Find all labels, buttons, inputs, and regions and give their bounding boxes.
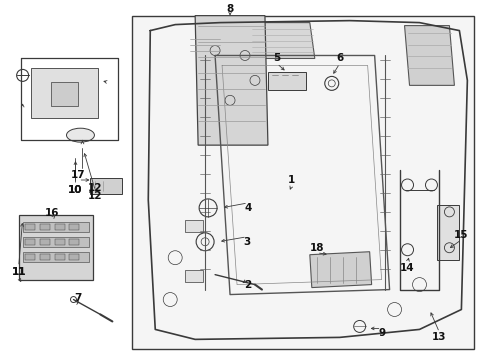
- Text: 14: 14: [400, 263, 415, 273]
- Bar: [23, 252, 90, 262]
- Text: 10: 10: [68, 185, 83, 195]
- Bar: [70, 224, 79, 230]
- Text: 18: 18: [310, 243, 324, 253]
- Ellipse shape: [67, 128, 95, 142]
- Text: 4: 4: [245, 203, 252, 213]
- Text: 9: 9: [378, 328, 385, 338]
- Text: 2: 2: [245, 280, 252, 289]
- Text: 15: 15: [454, 230, 468, 240]
- Bar: [268, 72, 306, 90]
- Bar: [40, 254, 49, 260]
- Text: 3: 3: [244, 237, 250, 247]
- Bar: [50, 82, 78, 106]
- Polygon shape: [405, 26, 454, 85]
- Text: 11: 11: [11, 267, 26, 276]
- Bar: [91, 178, 122, 194]
- Bar: [54, 239, 65, 245]
- Bar: [438, 205, 460, 260]
- Bar: [40, 224, 49, 230]
- Text: 6: 6: [336, 54, 343, 63]
- Bar: [132, 15, 474, 349]
- Bar: [70, 254, 79, 260]
- Polygon shape: [250, 23, 315, 58]
- Bar: [185, 220, 203, 232]
- Text: 17: 17: [71, 170, 86, 180]
- Bar: [19, 215, 94, 280]
- Bar: [54, 224, 65, 230]
- Text: 7: 7: [74, 293, 81, 302]
- Text: 11: 11: [11, 267, 26, 276]
- Text: 12: 12: [88, 183, 103, 193]
- Bar: [24, 254, 35, 260]
- Bar: [24, 239, 35, 245]
- Bar: [30, 68, 98, 118]
- Text: 5: 5: [273, 54, 281, 63]
- Text: 8: 8: [226, 4, 234, 14]
- Bar: [24, 224, 35, 230]
- Text: 10: 10: [68, 185, 83, 195]
- Bar: [23, 222, 90, 232]
- Bar: [40, 239, 49, 245]
- Text: 1: 1: [288, 175, 295, 185]
- Text: 12: 12: [88, 191, 103, 201]
- Polygon shape: [310, 252, 371, 288]
- Text: 16: 16: [45, 208, 60, 218]
- Text: 13: 13: [432, 332, 447, 342]
- Bar: [185, 270, 203, 282]
- Polygon shape: [195, 15, 268, 145]
- Bar: [23, 237, 90, 247]
- Bar: [54, 254, 65, 260]
- Bar: [70, 239, 79, 245]
